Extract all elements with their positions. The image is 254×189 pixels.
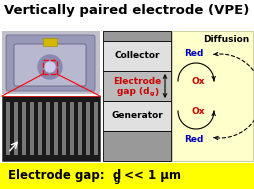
FancyBboxPatch shape xyxy=(103,101,170,131)
FancyBboxPatch shape xyxy=(94,102,98,155)
FancyBboxPatch shape xyxy=(86,102,90,155)
Text: Electrode gap:  d: Electrode gap: d xyxy=(8,170,121,183)
Circle shape xyxy=(38,55,62,79)
Text: Generator: Generator xyxy=(111,112,162,121)
FancyBboxPatch shape xyxy=(43,38,57,46)
FancyBboxPatch shape xyxy=(30,102,34,155)
Text: gap (d: gap (d xyxy=(116,88,149,97)
FancyBboxPatch shape xyxy=(14,102,18,155)
FancyBboxPatch shape xyxy=(14,44,86,86)
Text: g: g xyxy=(114,174,120,184)
FancyBboxPatch shape xyxy=(6,102,10,155)
FancyBboxPatch shape xyxy=(22,102,26,155)
Text: g: g xyxy=(149,91,154,97)
Text: << 1 μm: << 1 μm xyxy=(120,170,180,183)
Text: Diffusion: Diffusion xyxy=(202,35,248,44)
FancyBboxPatch shape xyxy=(103,131,170,161)
FancyBboxPatch shape xyxy=(46,102,50,155)
Text: Electrode: Electrode xyxy=(113,77,161,85)
FancyBboxPatch shape xyxy=(54,102,58,155)
Text: Ox: Ox xyxy=(191,106,205,115)
FancyBboxPatch shape xyxy=(103,71,170,101)
Circle shape xyxy=(45,62,55,72)
FancyBboxPatch shape xyxy=(6,35,95,91)
Text: Ox: Ox xyxy=(191,77,205,85)
FancyBboxPatch shape xyxy=(78,102,82,155)
FancyBboxPatch shape xyxy=(62,102,66,155)
FancyBboxPatch shape xyxy=(70,102,74,155)
Text: Vertically paired electrode (VPE): Vertically paired electrode (VPE) xyxy=(4,4,249,17)
FancyBboxPatch shape xyxy=(103,41,170,71)
FancyBboxPatch shape xyxy=(38,102,42,155)
FancyBboxPatch shape xyxy=(103,31,170,41)
FancyBboxPatch shape xyxy=(2,96,100,161)
Text: ): ) xyxy=(153,88,157,97)
Text: Red: Red xyxy=(183,49,203,57)
FancyBboxPatch shape xyxy=(2,31,100,94)
FancyBboxPatch shape xyxy=(0,163,254,189)
FancyBboxPatch shape xyxy=(171,31,252,161)
Text: Red: Red xyxy=(183,135,203,143)
Text: Collector: Collector xyxy=(114,51,159,60)
